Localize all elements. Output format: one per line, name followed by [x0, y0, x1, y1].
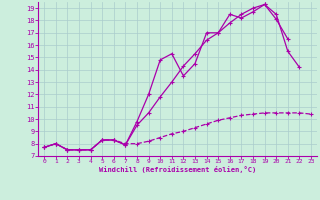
X-axis label: Windchill (Refroidissement éolien,°C): Windchill (Refroidissement éolien,°C): [99, 166, 256, 173]
